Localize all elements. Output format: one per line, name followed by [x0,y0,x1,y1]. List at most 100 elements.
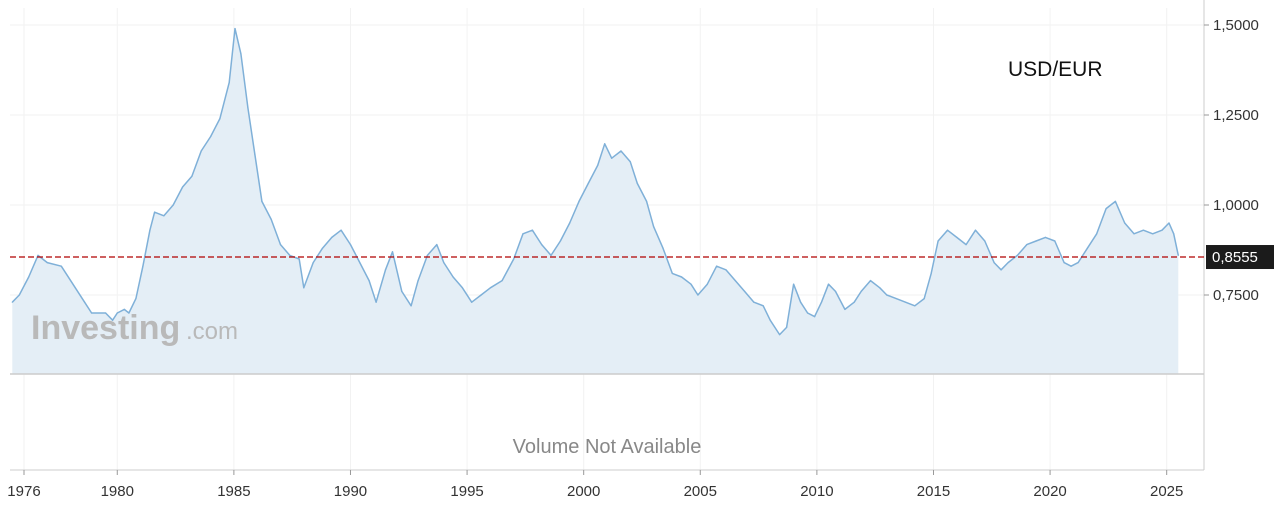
data-point [671,272,673,274]
chart-title: USD/EUR [1008,58,1103,81]
data-point [480,294,482,296]
data-point [471,301,473,303]
x-axis-ticks: 1976 1980 1985 1990 1995 2000 2005 2010 2015 2020… [7,470,1183,500]
volume-not-available: Volume Not Available [513,436,702,458]
data-point [331,236,333,238]
data-point [270,218,272,220]
data-point [1105,208,1107,210]
data-point [384,269,387,271]
data-point [814,316,816,318]
x-tick-label: 2015 [917,483,950,500]
data-point [340,229,342,231]
data-point [210,136,212,138]
data-point [182,186,184,188]
series-area-fill [12,28,1179,374]
data-point [923,298,925,300]
data-point [984,240,986,242]
data-point [60,265,62,267]
data-point [725,269,727,271]
data-point [1044,236,1046,238]
data-point [541,244,543,246]
data-point [853,301,855,303]
data-point [769,319,771,321]
investing-watermark: Investing .com [31,309,238,347]
data-point [240,53,242,55]
x-tick-label: 1980 [101,483,134,500]
data-point [914,305,916,307]
data-point [279,244,282,246]
data-point [163,215,165,217]
data-point [559,240,562,242]
data-point [834,290,837,292]
data-point [662,247,664,249]
last-price-label: 0,8555 [1212,249,1258,266]
x-tick-label: 2025 [1150,483,1183,500]
data-point [219,118,221,120]
data-point [697,294,699,296]
data-point [1035,240,1037,242]
data-point [895,298,897,300]
x-tick-label: 2010 [800,483,833,500]
data-point [391,251,394,253]
data-point [289,254,291,256]
y-tick-label: 0,7500 [1213,287,1259,304]
data-point [604,143,606,145]
last-price-box [1206,245,1274,270]
data-point [1096,233,1098,235]
data-point [1007,262,1009,264]
data-point [489,287,491,289]
data-point [112,319,114,321]
data-point [200,150,202,152]
data-point [820,301,823,303]
y-axis-ticks: 1,5000 1,2500 1,0000 0,7500 [1204,17,1259,304]
data-point [443,262,445,264]
data-point [1000,269,1002,271]
data-point [869,280,872,282]
data-point [578,200,580,202]
data-point [436,244,438,246]
data-point [298,258,300,260]
data-point [956,236,958,238]
data-point [321,247,324,249]
data-point [681,276,683,278]
data-point [946,229,949,231]
data-point [452,276,454,278]
data-point [401,290,403,292]
data-point [1054,240,1056,242]
x-tick-label: 1976 [7,483,40,500]
data-point [937,240,939,242]
data-point [762,305,764,307]
data-point [800,301,802,303]
watermark-brand: Investing [31,309,180,347]
data-point [646,200,648,202]
last-price-marker: 0,8555 [10,245,1274,270]
data-point [522,233,524,235]
data-point [11,301,13,303]
data-point [844,308,846,310]
data-point [1016,254,1019,256]
data-point [123,308,125,310]
data-point [1168,222,1170,224]
data-point [191,175,193,177]
data-point [461,287,463,289]
data-point [228,82,230,84]
data-point [1086,247,1088,249]
data-point [375,301,377,303]
data-point [1124,222,1126,224]
data-point [410,305,412,307]
data-point [793,283,795,285]
y-tick-label: 1,2500 [1213,107,1259,124]
data-point [142,265,144,267]
data-point [827,283,830,285]
y-tick-label: 1,0000 [1213,197,1259,214]
data-point [786,326,788,328]
axes [10,0,1205,471]
data-point [531,229,534,231]
data-point [860,290,862,292]
data-point [1142,229,1144,231]
data-point [261,200,263,202]
x-tick-label: 2000 [567,483,600,500]
x-tick-label: 1990 [334,483,367,500]
data-point [1152,233,1154,235]
data-point [135,298,137,300]
